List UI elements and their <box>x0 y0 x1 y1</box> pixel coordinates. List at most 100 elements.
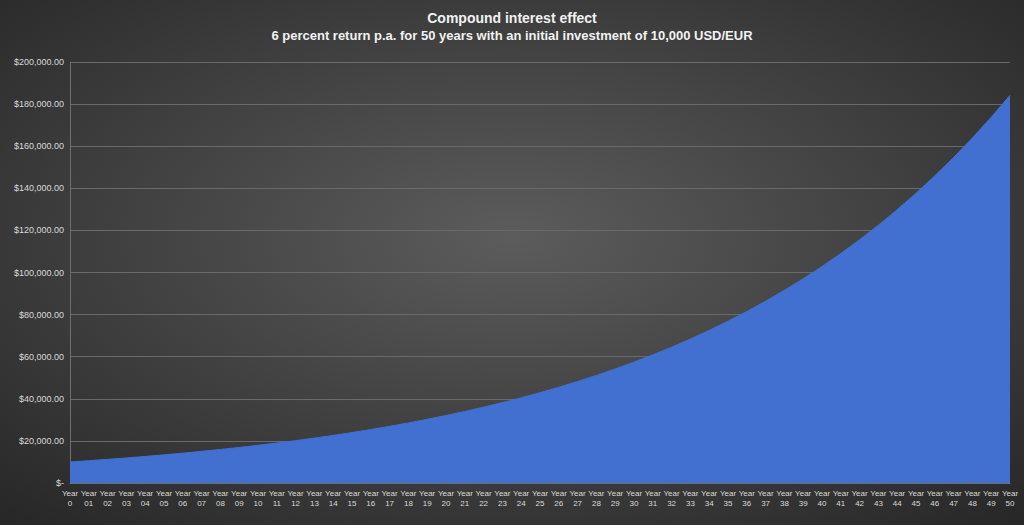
svg-text:Year: Year <box>250 489 267 498</box>
svg-text:$120,000.00: $120,000.00 <box>14 225 64 235</box>
svg-text:Year: Year <box>400 489 417 498</box>
svg-text:Year: Year <box>175 489 192 498</box>
svg-text:12: 12 <box>291 499 300 508</box>
svg-text:$20,000.00: $20,000.00 <box>19 436 64 446</box>
svg-text:Year: Year <box>325 489 342 498</box>
svg-text:05: 05 <box>160 499 169 508</box>
svg-text:43: 43 <box>874 499 883 508</box>
svg-text:48: 48 <box>968 499 977 508</box>
svg-text:$40,000.00: $40,000.00 <box>19 394 64 404</box>
svg-text:Year: Year <box>701 489 718 498</box>
svg-text:40: 40 <box>818 499 827 508</box>
svg-text:36: 36 <box>742 499 751 508</box>
svg-text:Year: Year <box>476 489 493 498</box>
svg-text:14: 14 <box>329 499 338 508</box>
svg-text:47: 47 <box>949 499 958 508</box>
svg-text:Year: Year <box>231 489 248 498</box>
svg-text:11: 11 <box>273 499 282 508</box>
svg-text:$100,000.00: $100,000.00 <box>14 268 64 278</box>
svg-text:$-: $- <box>56 478 64 488</box>
svg-text:Year: Year <box>118 489 134 498</box>
svg-text:Year: Year <box>363 489 380 498</box>
svg-text:49: 49 <box>987 499 996 508</box>
svg-text:10: 10 <box>254 499 263 508</box>
svg-text:Year: Year <box>551 489 568 498</box>
svg-text:04: 04 <box>141 499 150 508</box>
svg-text:25: 25 <box>536 499 545 508</box>
svg-text:21: 21 <box>460 499 469 508</box>
svg-text:Year: Year <box>607 489 624 498</box>
svg-text:20: 20 <box>442 499 451 508</box>
svg-text:42: 42 <box>855 499 864 508</box>
svg-text:38: 38 <box>780 499 789 508</box>
svg-text:$200,000.00: $200,000.00 <box>14 57 64 67</box>
svg-text:41: 41 <box>836 499 845 508</box>
svg-text:Year: Year <box>100 489 117 498</box>
svg-text:Compound interest effect: Compound interest effect <box>427 10 597 26</box>
svg-text:Year: Year <box>870 489 887 498</box>
svg-text:44: 44 <box>893 499 902 508</box>
svg-text:Year: Year <box>588 489 605 498</box>
svg-text:32: 32 <box>667 499 676 508</box>
svg-text:Year: Year <box>212 489 229 498</box>
svg-text:Year: Year <box>776 489 793 498</box>
svg-text:22: 22 <box>479 499 488 508</box>
svg-text:$60,000.00: $60,000.00 <box>19 352 64 362</box>
svg-text:Year: Year <box>908 489 925 498</box>
svg-text:Year: Year <box>1002 489 1019 498</box>
svg-text:Year: Year <box>344 489 361 498</box>
svg-text:$140,000.00: $140,000.00 <box>14 183 64 193</box>
svg-text:Year: Year <box>513 489 530 498</box>
svg-text:15: 15 <box>348 499 357 508</box>
svg-text:Year: Year <box>62 489 79 498</box>
svg-text:23: 23 <box>498 499 507 508</box>
svg-text:09: 09 <box>235 499 244 508</box>
svg-text:Year: Year <box>664 489 681 498</box>
svg-text:Year: Year <box>419 489 436 498</box>
svg-text:16: 16 <box>366 499 375 508</box>
svg-text:30: 30 <box>630 499 639 508</box>
svg-text:Year: Year <box>682 489 699 498</box>
svg-text:Year: Year <box>983 489 1000 498</box>
svg-text:6 percent return p.a. for 50 y: 6 percent return p.a. for 50 years with … <box>271 28 753 43</box>
svg-text:Year: Year <box>156 489 173 498</box>
svg-text:$80,000.00: $80,000.00 <box>19 310 64 320</box>
svg-text:46: 46 <box>930 499 939 508</box>
svg-text:Year: Year <box>494 489 511 498</box>
svg-text:Year: Year <box>306 489 323 498</box>
svg-text:Year: Year <box>532 489 549 498</box>
svg-text:Year: Year <box>852 489 869 498</box>
svg-text:Year: Year <box>946 489 963 498</box>
svg-text:Year: Year <box>795 489 812 498</box>
svg-text:02: 02 <box>103 499 112 508</box>
svg-text:Year: Year <box>927 489 944 498</box>
svg-text:Year: Year <box>645 489 662 498</box>
svg-text:Year: Year <box>720 489 737 498</box>
svg-text:45: 45 <box>912 499 921 508</box>
svg-text:Year: Year <box>137 489 154 498</box>
svg-text:29: 29 <box>611 499 620 508</box>
svg-text:39: 39 <box>799 499 808 508</box>
svg-text:Year: Year <box>758 489 775 498</box>
svg-text:19: 19 <box>423 499 432 508</box>
svg-text:17: 17 <box>385 499 394 508</box>
svg-text:06: 06 <box>178 499 187 508</box>
svg-text:31: 31 <box>648 499 657 508</box>
svg-text:Year: Year <box>814 489 831 498</box>
svg-text:07: 07 <box>197 499 206 508</box>
svg-text:Year: Year <box>457 489 474 498</box>
svg-text:Year: Year <box>382 489 399 498</box>
svg-text:34: 34 <box>705 499 714 508</box>
svg-text:$180,000.00: $180,000.00 <box>14 99 64 109</box>
svg-text:Year: Year <box>288 489 305 498</box>
svg-text:50: 50 <box>1006 499 1015 508</box>
svg-text:28: 28 <box>592 499 601 508</box>
svg-text:26: 26 <box>554 499 563 508</box>
svg-text:37: 37 <box>761 499 770 508</box>
svg-text:33: 33 <box>686 499 695 508</box>
svg-text:24: 24 <box>517 499 526 508</box>
svg-text:$160,000.00: $160,000.00 <box>14 141 64 151</box>
svg-text:13: 13 <box>310 499 319 508</box>
svg-text:27: 27 <box>573 499 582 508</box>
svg-text:Year: Year <box>269 489 286 498</box>
